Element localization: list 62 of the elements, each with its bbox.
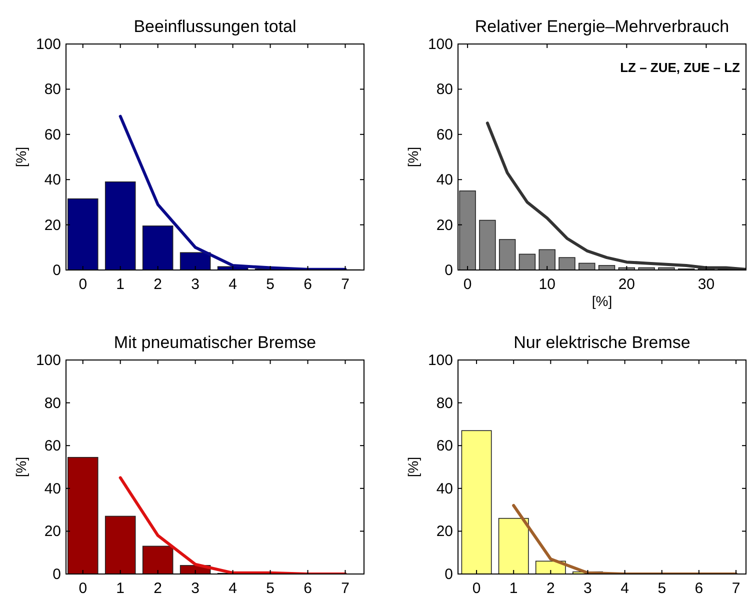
x-tick-label: 5 (658, 580, 666, 597)
y-tick-label: 60 (44, 126, 61, 144)
y-tick-label: 20 (436, 216, 453, 234)
x-tick-label: 3 (584, 580, 592, 597)
chart-title: Mit pneumatischer Bremse (114, 333, 316, 352)
y-tick-label: 0 (52, 566, 61, 583)
chart-title: Beeinflussungen total (134, 17, 296, 36)
y-axis-title: [%] (13, 146, 29, 168)
x-tick-label: 7 (732, 580, 740, 597)
x-tick-label: 4 (228, 580, 237, 597)
x-tick-label: 20 (618, 276, 636, 293)
x-tick-label: 4 (228, 276, 237, 293)
y-tick-label: 20 (44, 523, 61, 540)
y-tick-label: 20 (44, 216, 61, 234)
y-tick-label: 80 (436, 81, 453, 98)
y-tick-label: 100 (428, 352, 453, 369)
y-tick-label: 80 (436, 394, 453, 412)
y-tick-label: 0 (444, 262, 453, 279)
y-tick-label: 60 (44, 438, 61, 455)
y-tick-label: 40 (44, 172, 61, 189)
y-tick-label: 40 (44, 480, 61, 498)
x-tick-label: 2 (546, 580, 555, 597)
y-axis-title: [%] (13, 456, 29, 478)
y-tick-label: 20 (436, 523, 453, 540)
y-tick-label: 40 (436, 480, 453, 498)
x-tick-label: 6 (304, 276, 312, 293)
y-axis-title: [%] (405, 456, 421, 478)
y-tick-label: 100 (36, 352, 61, 369)
x-axis-title: [%] (592, 293, 612, 309)
x-tick-label: 0 (472, 580, 481, 597)
x-tick-label: 2 (154, 580, 162, 597)
x-tick-label: 30 (698, 276, 715, 293)
y-tick-label: 0 (444, 566, 453, 583)
x-tick-label: 5 (266, 580, 274, 597)
x-tick-label: 10 (538, 276, 556, 293)
x-tick-label: 1 (509, 580, 518, 597)
x-tick-label: 2 (154, 276, 162, 293)
x-tick-label: 6 (304, 580, 312, 597)
x-tick-label: 0 (78, 580, 88, 597)
y-tick-label: 100 (36, 36, 61, 53)
x-tick-label: 1 (116, 580, 125, 597)
x-tick-label: 3 (191, 276, 200, 293)
y-tick-label: 40 (436, 172, 453, 189)
x-tick-label: 7 (341, 580, 350, 597)
x-tick-label: 7 (341, 276, 350, 293)
y-tick-label: 100 (428, 36, 453, 53)
x-tick-label: 6 (694, 580, 704, 597)
y-tick-label: 0 (52, 262, 61, 279)
y-tick-label: 80 (44, 394, 61, 412)
y-tick-label: 60 (436, 126, 453, 144)
y-tick-label: 60 (436, 438, 453, 455)
y-axis-title: [%] (405, 146, 421, 168)
chart-title: Relativer Energie–Mehrverbrauch (474, 17, 730, 36)
chart-title: Nur elektrische Bremse (514, 333, 690, 352)
x-tick-label: 0 (78, 276, 88, 293)
x-tick-label: 3 (191, 580, 200, 597)
y-tick-label: 80 (44, 81, 61, 98)
x-tick-label: 1 (116, 276, 125, 293)
x-tick-label: 4 (620, 580, 629, 597)
annotation: LZ – ZUE, ZUE – LZ (620, 60, 740, 75)
x-tick-label: 0 (463, 276, 472, 293)
x-tick-label: 5 (266, 276, 274, 293)
